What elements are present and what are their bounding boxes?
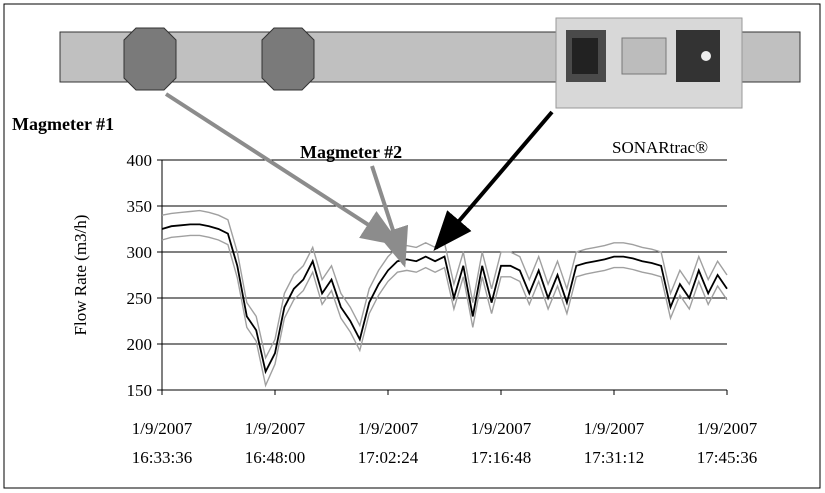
x-tick-label-line: 1/9/2007 xyxy=(584,419,645,438)
annotation-magmeter-2: Magmeter #2 xyxy=(300,142,402,162)
x-tick-label: 1/9/2007 17:45:36 xyxy=(697,419,758,467)
x-tick-label: 1/9/2007 17:02:24 xyxy=(358,419,419,467)
y-tick-label: 350 xyxy=(127,197,153,216)
x-tick-label-line: 17:02:24 xyxy=(358,448,419,467)
x-tick-label-line: 1/9/2007 xyxy=(132,419,193,438)
y-axis-label: Flow Rate (m3/h) xyxy=(71,215,90,336)
series-line xyxy=(161,234,728,388)
x-tick-label-line: 17:45:36 xyxy=(697,448,757,467)
x-tick-label-line: 1/9/2007 xyxy=(697,419,758,438)
arrow-magmeter-1 xyxy=(164,92,402,247)
x-tick-label-line: 1/9/2007 xyxy=(245,419,306,438)
x-tick-label-line: 17:31:12 xyxy=(584,448,644,467)
y-tick-label: 300 xyxy=(127,243,153,262)
y-tick-label: 250 xyxy=(127,289,153,308)
sonartrac-device xyxy=(555,17,743,109)
y-tick-label: 200 xyxy=(127,335,153,354)
x-tick-label-line: 1/9/2007 xyxy=(471,419,532,438)
annotation-sonartrac: SONARtrac® xyxy=(612,138,708,157)
x-tick-label-line: 16:48:00 xyxy=(245,448,305,467)
y-tick-label: 150 xyxy=(127,381,153,400)
x-tick-label: 1/9/2007 16:33:36 xyxy=(132,419,193,467)
annotation-magmeter-1: Magmeter #1 xyxy=(12,114,114,134)
x-tick-label-line: 1/9/2007 xyxy=(358,419,419,438)
y-tick-label: 400 xyxy=(127,151,153,170)
series-line xyxy=(161,223,728,375)
x-tick-label: 1/9/2007 17:31:12 xyxy=(584,419,645,467)
magmeter-1-flange xyxy=(123,27,177,91)
arrow-magmeter-2 xyxy=(370,165,409,268)
x-tick-label-line: 17:16:48 xyxy=(471,448,531,467)
magmeter-2-flange xyxy=(261,27,315,91)
arrow-sonartrac xyxy=(433,110,554,252)
x-tick-label: 1/9/2007 16:48:00 xyxy=(245,419,306,467)
x-tick-label-line: 16:33:36 xyxy=(132,448,192,467)
x-tick-label: 1/9/2007 17:16:48 xyxy=(471,419,532,467)
